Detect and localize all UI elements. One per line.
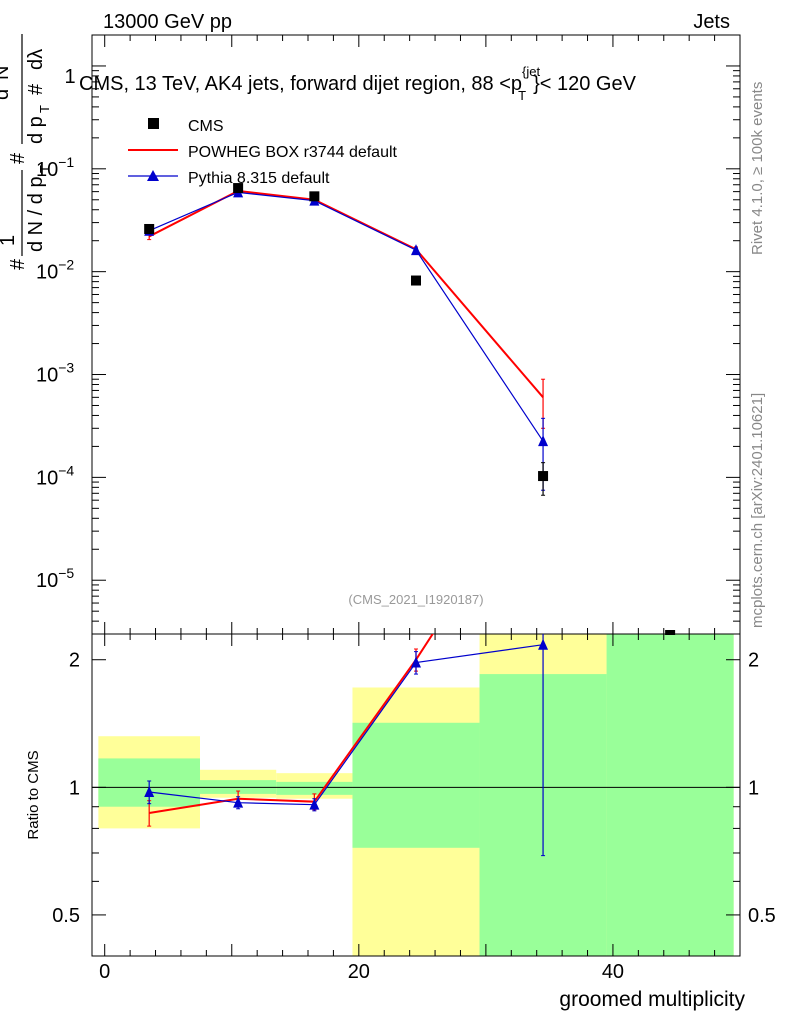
main-pythia-point-3: [411, 244, 421, 256]
main-y-tick-label-3: 10−4: [36, 462, 74, 489]
main-y-tick-label-0: 10−1: [36, 154, 74, 181]
ratio-pythia-point-1: [233, 796, 244, 808]
x-tick-label-0: 0: [99, 961, 110, 983]
main-y-tick-label-exp: −3: [58, 360, 74, 376]
main-y-tick-label-base: 10: [36, 467, 58, 489]
x-tick-label-40: 40: [602, 961, 624, 983]
legend-cms-marker: [148, 118, 159, 129]
band-inner-2: [276, 781, 353, 795]
legend-pythia-label: Pythia 8.315 default: [188, 170, 330, 187]
ratio-y-tick-label-left-0.5: 0.5: [52, 905, 80, 927]
main-y-tick-label-exp: −1: [58, 154, 74, 170]
ylabel-sub-t-2: T: [37, 105, 52, 113]
plot-title-prefix: CMS, 13 TeV, AK4 jets, forward dijet reg…: [79, 73, 522, 95]
main-y-tick-label-base: 10: [36, 262, 58, 284]
ylabel-d2n: d: [0, 89, 13, 100]
ratio-pythia-point-3: [411, 656, 421, 668]
ylabel-n: N: [0, 66, 13, 80]
category-label: Jets: [693, 11, 730, 33]
main-y-tick-label-exp: −4: [58, 462, 74, 478]
ylabel-hash-1: #: [7, 258, 29, 270]
ylabel-hash-2: #: [7, 152, 29, 164]
band-inner-3: [352, 722, 480, 848]
main-cms-point-1: [233, 183, 244, 194]
main-y-tick-label-4: 10−5: [36, 565, 74, 592]
ylabel-hash-3: #: [25, 83, 47, 95]
ratio-y-tick-label-left-1: 1: [69, 777, 80, 799]
main-y-tick-labels: 10−110−210−310−410−5: [36, 154, 74, 592]
main-y-axis-label: # 1 d N / d p T # d 2 N d p T # dλ: [0, 34, 52, 270]
main-series: [144, 183, 676, 634]
main-pythia-line: [148, 191, 544, 442]
ylabel-sub-t-1: T: [37, 165, 52, 173]
main-pythia-point-4: [538, 435, 549, 447]
mcplots-label: mcplots.cern.ch [arXiv:2401.10621]: [749, 393, 766, 628]
ylabel-one: 1: [0, 235, 19, 246]
plot-title-sub: T: [518, 88, 526, 103]
energy-label: 13000 GeV pp: [103, 11, 232, 33]
band-inner-5: [606, 634, 734, 956]
analysis-tag: (CMS_2021_I1920187): [348, 592, 483, 607]
main-y-tick-label-exp: −5: [58, 565, 74, 581]
ratio-plot-frame: [91, 633, 741, 957]
ylabel-dlambda: dλ: [25, 49, 47, 70]
main-cms-point-0: [144, 223, 155, 234]
main-y-tick-label-base: 10: [36, 570, 58, 592]
main-y-top-tick-label: 1: [64, 66, 75, 88]
ratio-y-tick-label-right-2: 2: [748, 650, 759, 672]
ratio-y-axis-label: Ratio to CMS: [25, 750, 42, 839]
main-cms-point-4: [538, 471, 549, 482]
ylabel-two: 2: [0, 81, 1, 88]
x-axis-label: groomed multiplicity: [559, 988, 745, 1011]
ratio-y-tick-labels: 0.5 0.5 1 1 2 2: [52, 650, 776, 927]
legend-pythia-marker: [147, 170, 159, 181]
main-y-tick-label-2: 10−3: [36, 360, 74, 387]
main-cms-overflow-point: [665, 630, 676, 635]
ratio-pythia-point-2: [309, 798, 320, 810]
main-y-tick-label-base: 10: [36, 365, 58, 387]
main-y-tick-label-base: 10: [36, 159, 58, 181]
main-y-tick-label-exp: −2: [58, 257, 74, 273]
overflow-marks: [665, 630, 676, 635]
main-cms-point-2: [309, 191, 320, 202]
ratio-y-tick-label-left-2: 2: [69, 650, 80, 672]
rivet-label: Rivet 4.1.0, ≥ 100k events: [749, 82, 766, 255]
ylabel-denominator: d p: [25, 116, 47, 144]
ratio-y-tick-label-right-0.5: 0.5: [748, 905, 776, 927]
plot-title: CMS, 13 TeV, AK4 jets, forward dijet reg…: [79, 64, 637, 103]
main-powheg-line: [148, 189, 544, 398]
axis-ticks: [92, 34, 741, 956]
ratio-pythia-point-0: [144, 785, 155, 797]
plot-title-suffix: }< 120 GeV: [533, 73, 637, 95]
ratio-series: [144, 634, 549, 857]
x-tick-label-20: 20: [348, 961, 370, 983]
ratio-y-tick-label-right-1: 1: [748, 777, 759, 799]
ratio-pythia-point-4: [538, 638, 549, 650]
legend: CMS POWHEG BOX r3744 default Pythia 8.31…: [128, 118, 398, 187]
main-y-tick-label-1: 10−2: [36, 257, 74, 284]
ylabel-dn-dpt: d N / d p: [25, 176, 47, 252]
legend-cms-label: CMS: [188, 118, 224, 135]
main-cms-point-3: [411, 275, 421, 286]
x-tick-labels: 0 20 40: [99, 961, 624, 983]
legend-powheg-label: POWHEG BOX r3744 default: [188, 144, 398, 161]
plot-title-sup: {jet: [522, 64, 540, 79]
